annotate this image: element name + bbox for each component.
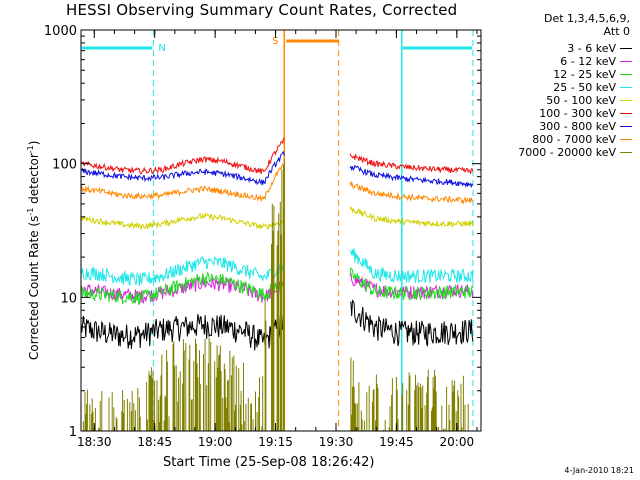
legend-item-label: 50 - 100 keV [546,94,616,107]
legend-item-label: 3 - 6 keV [567,42,616,55]
y-axis-label-superscript-2: -1 [26,145,35,154]
legend-item: 800 - 7000 keV [472,133,632,146]
legend-item: 50 - 100 keV [472,94,632,107]
plot-frame [80,29,482,432]
legend-item-swatch [620,48,632,49]
annotation-s-label: S [272,36,278,47]
legend-item: 300 - 800 keV [472,120,632,133]
legend-item-swatch [620,126,632,127]
legend-item-label: 25 - 50 keV [553,81,616,94]
series-50-100-kev-line [80,212,285,231]
y-axis-label: Corrected Count Rate (s-1 detector-1) [26,141,41,360]
timestamp: 4-Jan-2010 18:21 [564,466,634,475]
chart-title: HESSI Observing Summary Count Rates, Cor… [66,1,458,19]
legend-item-label: 12 - 25 keV [553,68,616,81]
legend-item: 12 - 25 keV [472,68,632,81]
series-25-50-kev-line [349,248,474,284]
legend-item-label: 300 - 800 keV [539,120,616,133]
x-tick-label: 20:00 [440,435,475,449]
series-300-800-kev-line [349,164,473,189]
legend-item-swatch [620,113,632,114]
y-axis-label-part-2: detector [27,153,41,208]
series-25-50-kev-line [80,255,285,286]
x-tick-label: 19:00 [198,435,233,449]
y-tick-label: 10 [60,291,77,306]
x-axis-label: Start Time (25-Sep-08 18:26:42) [163,455,375,470]
legend-item: 100 - 300 keV [472,107,632,120]
legend-item-swatch [620,100,632,101]
series-12-25-kev-line [80,271,285,306]
series-800-7000-kev-line [349,180,474,205]
series-100-300-kev-line [80,137,285,175]
legend-item-label: 6 - 12 keV [560,55,616,68]
legend-header: Det 1,3,4,5,6,9, Att 0 [544,12,630,38]
legend-header-line-1: Det 1,3,4,5,6,9, [543,12,630,25]
legend-item-swatch [620,74,632,75]
x-tick-label: 19:30 [319,435,354,449]
y-axis-label-superscript-1: -1 [26,207,35,216]
y-tick-label: 1000 [44,24,77,39]
series-7000-20000-kev-line [350,357,469,431]
legend-item-swatch [620,139,632,140]
legend-item: 7000 - 20000 keV [472,146,632,159]
legend-header-line-2: Att 0 [603,25,630,38]
legend-item: 6 - 12 keV [472,55,632,68]
x-tick-label: 19:15 [258,435,293,449]
series-3-6-kev-line [349,299,474,347]
x-tick-label: 19:45 [379,435,414,449]
series-12-25-kev-line [349,266,474,301]
series-3-6-kev-line [80,312,285,351]
y-axis-label-part-3: ) [27,140,41,146]
legend-item-swatch [620,87,632,88]
x-tick-label: 18:30 [77,435,112,449]
y-axis-label-part-1: Corrected Count Rate (s [27,215,41,360]
legend-item-swatch [620,61,632,62]
annotation-n-label: N [158,43,165,54]
legend-item-swatch [620,152,632,153]
series-100-300-kev-line [349,152,474,174]
legend-item-label: 800 - 7000 keV [532,133,616,146]
legend-item-label: 100 - 300 keV [539,107,616,120]
y-tick-label: 1 [69,425,77,440]
series-50-100-kev-line [349,206,474,228]
y-tick-label: 100 [52,158,77,173]
legend: 3 - 6 keV 6 - 12 keV 12 - 25 keV 25 - 50 ke… [472,42,632,159]
legend-item: 25 - 50 keV [472,81,632,94]
legend-item: 3 - 6 keV [472,42,632,55]
legend-item-label: 7000 - 20000 keV [518,146,616,159]
series-800-7000-kev-line [80,161,285,203]
series-300-800-kev-line [80,151,285,186]
x-tick-label: 18:45 [137,435,172,449]
